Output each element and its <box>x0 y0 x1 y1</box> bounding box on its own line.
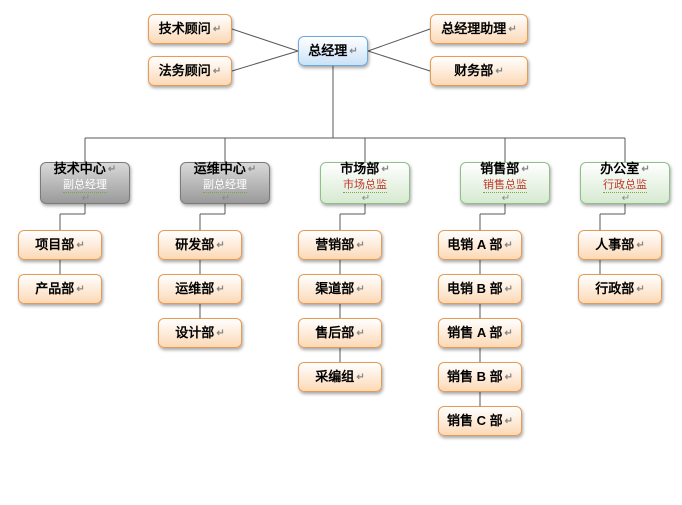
paragraph-mark-icon: ↵ <box>222 193 230 205</box>
node-hr: 人事部↵ <box>578 230 662 260</box>
node-root: 总经理↵ <box>298 36 368 66</box>
paragraph-mark-icon: ↵ <box>356 240 364 251</box>
node-title: 市场部↵ <box>340 161 389 177</box>
paragraph-mark-icon: ↵ <box>508 24 516 35</box>
node-gm_asst: 总经理助理↵ <box>430 14 528 44</box>
node-rnd: 研发部↵ <box>158 230 242 260</box>
node-title: 运维中心↵ <box>194 161 256 177</box>
node-title: 办公室↵ <box>600 161 649 177</box>
node-admin: 行政部↵ <box>578 274 662 304</box>
paragraph-mark-icon: ↵ <box>505 284 513 295</box>
paragraph-mark-icon: ↵ <box>213 24 221 35</box>
paragraph-mark-icon: ↵ <box>502 193 510 205</box>
node-edit: 采编组↵ <box>298 362 382 392</box>
node-title: 销售 A 部↵ <box>447 325 513 341</box>
paragraph-mark-icon: ↵ <box>216 328 224 339</box>
node-sales: 销售部↵销售总监↵ <box>460 162 550 204</box>
node-eleA: 电销 A 部↵ <box>438 230 522 260</box>
paragraph-mark-icon: ↵ <box>82 193 90 205</box>
node-title: 电销 B 部↵ <box>447 281 513 297</box>
node-title: 售后部↵ <box>315 325 364 341</box>
paragraph-mark-icon: ↵ <box>362 193 370 205</box>
node-title: 销售 C 部↵ <box>447 413 513 429</box>
node-subtitle: 行政总监 <box>603 179 647 193</box>
paragraph-mark-icon: ↵ <box>76 284 84 295</box>
node-subtitle: 销售总监 <box>483 179 527 193</box>
node-title: 设计部↵ <box>175 325 224 341</box>
node-title: 销售 B 部↵ <box>447 369 513 385</box>
node-title: 技术中心↵ <box>54 161 116 177</box>
paragraph-mark-icon: ↵ <box>521 164 529 175</box>
paragraph-mark-icon: ↵ <box>349 46 357 57</box>
node-mkt_sale: 营销部↵ <box>298 230 382 260</box>
node-subtitle: 副总经理 <box>63 179 107 193</box>
node-title: 产品部↵ <box>35 281 84 297</box>
paragraph-mark-icon: ↵ <box>636 284 644 295</box>
paragraph-mark-icon: ↵ <box>216 240 224 251</box>
paragraph-mark-icon: ↵ <box>504 240 512 251</box>
node-saleC: 销售 C 部↵ <box>438 406 522 436</box>
node-saleA: 销售 A 部↵ <box>438 318 522 348</box>
paragraph-mark-icon: ↵ <box>356 284 364 295</box>
node-after: 售后部↵ <box>298 318 382 348</box>
node-title: 运维部↵ <box>175 281 224 297</box>
node-title: 渠道部↵ <box>315 281 364 297</box>
node-proj: 项目部↵ <box>18 230 102 260</box>
node-title: 人事部↵ <box>595 237 644 253</box>
node-title: 行政部↵ <box>595 281 644 297</box>
node-eleB: 电销 B 部↵ <box>438 274 522 304</box>
paragraph-mark-icon: ↵ <box>216 284 224 295</box>
node-law_adv: 法务顾问↵ <box>148 56 232 86</box>
paragraph-mark-icon: ↵ <box>108 164 116 175</box>
node-ops_ctr: 运维中心↵ 副总经理↵ <box>180 162 270 204</box>
node-title: 技术顾问↵ <box>159 21 221 37</box>
paragraph-mark-icon: ↵ <box>622 193 630 205</box>
node-ops: 运维部↵ <box>158 274 242 304</box>
node-subtitle: 副总经理 <box>203 179 247 193</box>
node-fin: 财务部↵ <box>430 56 528 86</box>
paragraph-mark-icon: ↵ <box>636 240 644 251</box>
node-title: 电销 A 部↵ <box>447 237 513 253</box>
paragraph-mark-icon: ↵ <box>641 164 649 175</box>
node-market: 市场部↵市场总监↵ <box>320 162 410 204</box>
paragraph-mark-icon: ↵ <box>356 328 364 339</box>
paragraph-mark-icon: ↵ <box>504 328 512 339</box>
node-office: 办公室↵行政总监↵ <box>580 162 670 204</box>
node-title: 销售部↵ <box>480 161 529 177</box>
node-title: 总经理↵ <box>308 43 357 59</box>
node-title: 总经理助理↵ <box>441 21 516 37</box>
node-title: 项目部↵ <box>35 237 84 253</box>
node-title: 营销部↵ <box>315 237 364 253</box>
paragraph-mark-icon: ↵ <box>505 372 513 383</box>
paragraph-mark-icon: ↵ <box>505 416 513 427</box>
paragraph-mark-icon: ↵ <box>248 164 256 175</box>
node-channel: 渠道部↵ <box>298 274 382 304</box>
paragraph-mark-icon: ↵ <box>356 372 364 383</box>
node-title: 财务部↵ <box>454 63 503 79</box>
node-saleB: 销售 B 部↵ <box>438 362 522 392</box>
node-subtitle: 市场总监 <box>343 179 387 193</box>
paragraph-mark-icon: ↵ <box>381 164 389 175</box>
node-tech_ctr: 技术中心↵ 副总经理↵ <box>40 162 130 204</box>
node-prod: 产品部↵ <box>18 274 102 304</box>
paragraph-mark-icon: ↵ <box>495 66 503 77</box>
node-title: 研发部↵ <box>175 237 224 253</box>
node-title: 采编组↵ <box>315 369 364 385</box>
node-tech_adv: 技术顾问↵ <box>148 14 232 44</box>
node-title: 法务顾问↵ <box>159 63 221 79</box>
paragraph-mark-icon: ↵ <box>76 240 84 251</box>
node-design: 设计部↵ <box>158 318 242 348</box>
paragraph-mark-icon: ↵ <box>213 66 221 77</box>
